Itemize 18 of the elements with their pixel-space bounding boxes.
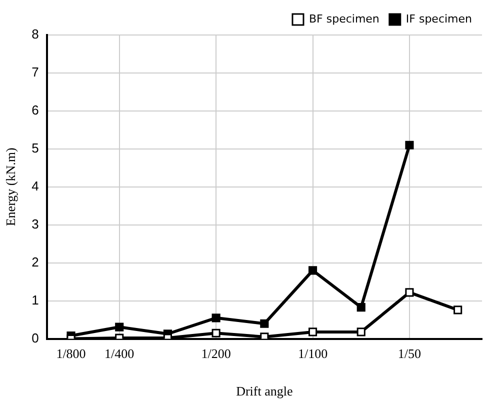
- y-tick-label: 4: [32, 178, 39, 194]
- y-tick-label: 3: [32, 216, 39, 232]
- y-tick-label: 8: [32, 26, 39, 42]
- x-tick-label: 1/800: [56, 346, 86, 362]
- y-axis-title: Energy (kN.m): [3, 148, 18, 226]
- y-tick-label: 5: [32, 140, 39, 156]
- x-tick-label: 1/200: [201, 346, 231, 362]
- y-tick-label: 0: [32, 330, 39, 346]
- x-tick-label: 1/100: [298, 346, 328, 362]
- y-tick-label: 2: [32, 254, 39, 270]
- y-tick-label: 7: [32, 64, 39, 80]
- y-tick-label: 6: [32, 102, 39, 118]
- x-tick-label: 1/50: [398, 346, 422, 362]
- x-tick-label: 1/400: [104, 346, 134, 362]
- legend-label: IF specimen: [406, 12, 472, 26]
- legend-label: BF specimen: [308, 12, 380, 26]
- x-axis-title: Drift angle: [236, 384, 293, 399]
- y-tick-label: 1: [32, 292, 39, 308]
